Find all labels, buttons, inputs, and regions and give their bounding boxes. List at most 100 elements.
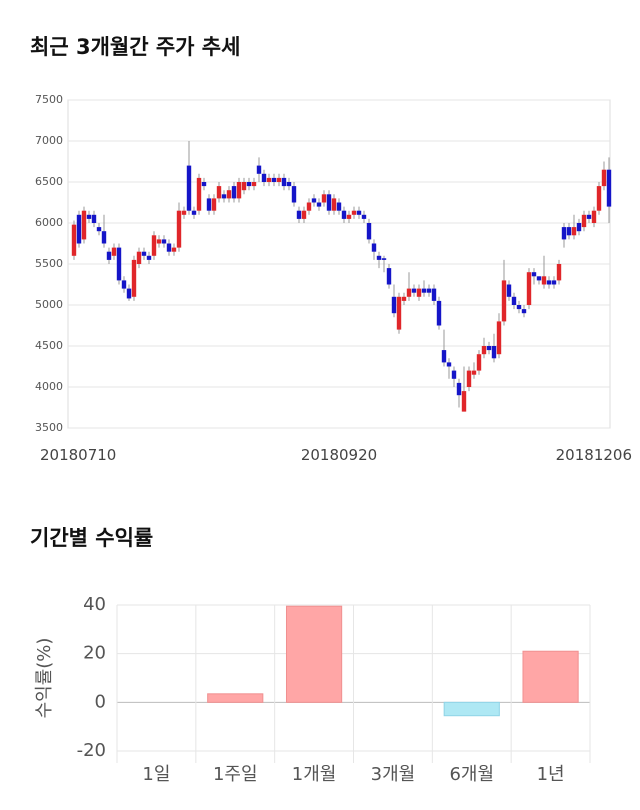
y-tick-label: 5500 [35,257,63,270]
candle-body [341,210,347,219]
candle-body [571,227,577,236]
candle-body [506,284,512,297]
y-tick-label: -20 [77,740,106,761]
candle-body [231,186,237,199]
chart-title: 최근 3개월간 주가 추세 [30,35,240,59]
candle-body [471,370,477,375]
candle-body [96,227,102,232]
y-axis-label: 수익률(%) [34,638,55,719]
candle-body [156,239,162,244]
candle-body [276,177,282,182]
candle-body [71,224,77,256]
candle-body [391,296,397,314]
candle-body [151,235,157,256]
candle-body [126,288,132,299]
x-tick-label: 20180710 [40,446,116,464]
candle-body [136,251,142,264]
candle-body [541,276,547,285]
candle-body [216,186,222,199]
candle-body [421,288,427,293]
candle-body [381,258,387,260]
candle-body [486,346,492,351]
candle-body [511,296,517,305]
y-tick-label: 7000 [35,134,63,147]
candle-body [81,210,87,240]
candle-body [476,354,482,371]
candle-body [111,247,117,256]
candle-body [441,350,447,363]
candle-body [311,198,317,203]
y-tick-label: 4000 [35,380,63,393]
candle-body [281,177,287,187]
x-tick-label: 1년 [537,764,565,785]
candle-body [161,239,167,244]
candle-body [386,268,392,285]
candle-body [461,391,467,412]
candle-body [286,182,292,187]
candle-body [256,165,262,174]
candle-body [411,288,417,293]
candle-body [401,296,407,301]
x-tick-label: 1일 [142,764,170,785]
candle-body [516,305,522,310]
candle-body [296,210,302,219]
candle-body [186,165,192,211]
candle-body [551,280,557,285]
y-tick-label: 6500 [35,175,63,188]
candle-body [371,243,377,252]
candle-body [201,182,207,187]
candle-body [491,346,497,359]
candle-body [236,182,242,199]
candle-body [591,210,597,223]
x-tick-label: 20181206 [556,446,632,464]
x-tick-label: 6개월 [449,764,494,785]
candle-body [76,214,82,244]
candle-body [211,198,217,211]
chart-title: 기간별 수익률 [30,526,153,550]
candle-body [326,194,332,211]
candle-body [606,169,612,207]
candle-body [496,321,502,355]
candle-body [181,210,187,215]
y-tick-label: 0 [95,691,106,712]
candle-body [581,214,587,228]
y-tick-label: 40 [83,594,106,615]
candle-body [266,177,272,182]
candle-body [191,210,197,215]
candle-body [361,214,367,219]
candle-body [106,251,112,260]
candle-body [481,346,487,355]
candle-body [141,251,147,256]
candle-body [406,288,412,297]
candle-body [536,276,542,281]
candle-body [601,169,607,187]
candle-body [221,194,227,199]
candle-body [556,264,562,281]
y-tick-label: 7500 [35,93,63,106]
candle-body [301,210,307,219]
y-tick-label: 3500 [35,421,63,434]
candle-body [576,223,582,232]
candle-body [246,182,252,187]
candle-body [251,182,257,187]
candle-body [101,231,107,244]
candle-body [291,186,297,203]
candle-body [446,362,452,367]
candle-body [501,280,507,322]
candle-body [531,272,537,277]
candle-body [176,210,182,248]
candle-body [91,214,97,223]
candle-body [271,177,277,182]
candle-body [351,210,357,215]
candle-body [396,296,402,330]
candle-body [526,272,532,305]
candle-body [546,280,552,285]
candle-body [566,227,572,236]
y-tick-label: 6000 [35,216,63,229]
candle-body [366,223,372,240]
candle-body [376,255,382,260]
x-tick-label: 20180920 [301,446,377,464]
candle-body [586,214,592,219]
candle-body [321,194,327,203]
